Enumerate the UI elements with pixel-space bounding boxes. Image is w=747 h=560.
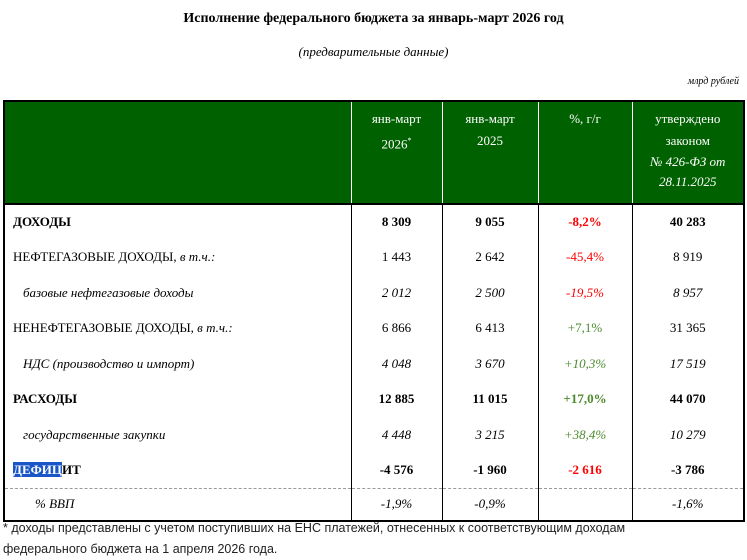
cell-2025: 2 642 (441, 239, 539, 275)
header-law-line4: 28.11.2025 (658, 174, 717, 189)
header-law: утверждено законом № 426-ФЗ от 28.11.202… (631, 101, 745, 204)
table-row: государственные закупки 4 448 3 215 +38,… (3, 417, 745, 453)
header-law-line3: № 426-ФЗ от (650, 154, 726, 169)
row-label: РАСХОДЫ (3, 381, 352, 417)
cell-2026: 8 309 (350, 203, 443, 240)
row-label-main: НЕФТЕГАЗОВЫЕ ДОХОДЫ, (13, 249, 177, 265)
cell-2026: 4 448 (350, 417, 443, 453)
table-row: ДЕФИЦИТ -4 576 -1 960 -2 616 -3 786 (3, 452, 745, 489)
page-title: Исполнение федерального бюджета за январ… (183, 11, 564, 26)
cell-2025: 9 055 (441, 203, 539, 240)
cell-2025: -1 960 (441, 452, 539, 489)
cell-law: -3 786 (631, 452, 745, 489)
header-2025-line2: 2025 (477, 133, 503, 148)
header-pct: %, г/г (537, 101, 633, 204)
cell-2025: 3 215 (441, 417, 539, 453)
cell-2025: 11 015 (441, 381, 539, 417)
cell-law: 8 919 (631, 239, 745, 275)
header-law-line2: законом (665, 133, 711, 148)
cell-2025: -0,9% (441, 488, 539, 521)
cell-2026: 12 885 (350, 381, 443, 417)
header-law-line1: утверждено (655, 111, 721, 126)
row-label: НЕФТЕГАЗОВЫЕ ДОХОДЫ, в т.ч.: (3, 239, 352, 275)
cell-2025: 3 670 (441, 346, 539, 382)
table-row: НЕФТЕГАЗОВЫЕ ДОХОДЫ, в т.ч.: 1 443 2 642… (3, 239, 745, 275)
cell-2025: 2 500 (441, 275, 539, 311)
row-label-suffix: в т.ч.: (176, 249, 216, 265)
cell-pct: +38,4% (537, 417, 633, 453)
cell-law: 44 070 (631, 381, 745, 417)
units-label: млрд рублей (687, 76, 739, 87)
row-label: ДЕФИЦИТ (3, 452, 352, 489)
cell-pct: +10,3% (537, 346, 633, 382)
cell-law: 8 957 (631, 275, 745, 311)
cell-pct: +17,0% (537, 381, 633, 417)
header-2026: янв-март 2026* (350, 101, 443, 204)
cell-pct: -19,5% (537, 275, 633, 311)
header-label-cell (3, 101, 352, 204)
footnote-line1: * доходы представлены с учетом поступивш… (3, 521, 626, 535)
table-row: базовые нефтегазовые доходы 2 012 2 500 … (3, 275, 745, 311)
cell-2026: -4 576 (350, 452, 443, 489)
header-2026-line1: янв-март (371, 111, 422, 126)
footnote-line2: федерального бюджета на 1 апреля 2026 го… (3, 542, 278, 556)
row-label: базовые нефтегазовые доходы (3, 275, 352, 311)
cell-2026: 4 048 (350, 346, 443, 382)
table-row: ДОХОДЫ 8 309 9 055 -8,2% 40 283 (3, 203, 745, 240)
cell-pct: -45,4% (537, 239, 633, 275)
header-2025-line1: янв-март (465, 111, 515, 126)
selected-text[interactable]: ДЕФИЦ (13, 462, 63, 477)
cell-pct (537, 488, 633, 521)
cell-pct: +7,1% (537, 310, 633, 346)
cell-law: 17 519 (631, 346, 745, 382)
table-row: РАСХОДЫ 12 885 11 015 +17,0% 44 070 (3, 381, 745, 417)
cell-law: 10 279 (631, 417, 745, 453)
cell-2026: 6 866 (350, 310, 443, 346)
cell-2026: 1 443 (350, 239, 443, 275)
table-header-row: янв-март 2026* янв-март 2025 %, г/г утве… (3, 101, 745, 204)
page-subtitle: (предварительные данные) (298, 44, 449, 59)
row-label: НЕНЕФТЕГАЗОВЫЕ ДОХОДЫ, в т.ч.: (3, 310, 352, 346)
cell-law: 40 283 (631, 203, 745, 240)
header-2026-line2: 2026 (381, 136, 408, 152)
row-label-suffix: в т.ч.: (193, 320, 233, 336)
cell-pct: -8,2% (537, 203, 633, 240)
table-row: НДС (производство и импорт) 4 048 3 670 … (3, 346, 745, 382)
budget-table: янв-март 2026* янв-март 2025 %, г/г утве… (3, 100, 745, 522)
row-label: % ВВП (3, 488, 352, 521)
table-row: НЕНЕФТЕГАЗОВЫЕ ДОХОДЫ, в т.ч.: 6 866 6 4… (3, 310, 745, 346)
header-2025: янв-март 2025 (441, 101, 539, 204)
row-label-main: НЕНЕФТЕГАЗОВЫЕ ДОХОДЫ, (13, 320, 194, 336)
cell-2025: 6 413 (441, 310, 539, 346)
row-label: ДОХОДЫ (3, 203, 352, 240)
row-label: НДС (производство и импорт) (3, 346, 352, 382)
cell-law: 31 365 (631, 310, 745, 346)
header-2026-footnote-mark: * (407, 136, 412, 145)
row-label-rest: ИТ (62, 462, 81, 477)
table-row: % ВВП -1,9% -0,9% -1,6% (3, 488, 745, 521)
cell-2026: -1,9% (350, 488, 443, 521)
cell-law: -1,6% (631, 488, 745, 521)
cell-pct: -2 616 (537, 452, 633, 489)
row-label: государственные закупки (3, 417, 352, 453)
cell-2026: 2 012 (350, 275, 443, 311)
footnote: * доходы представлены с учетом поступивш… (3, 518, 743, 560)
